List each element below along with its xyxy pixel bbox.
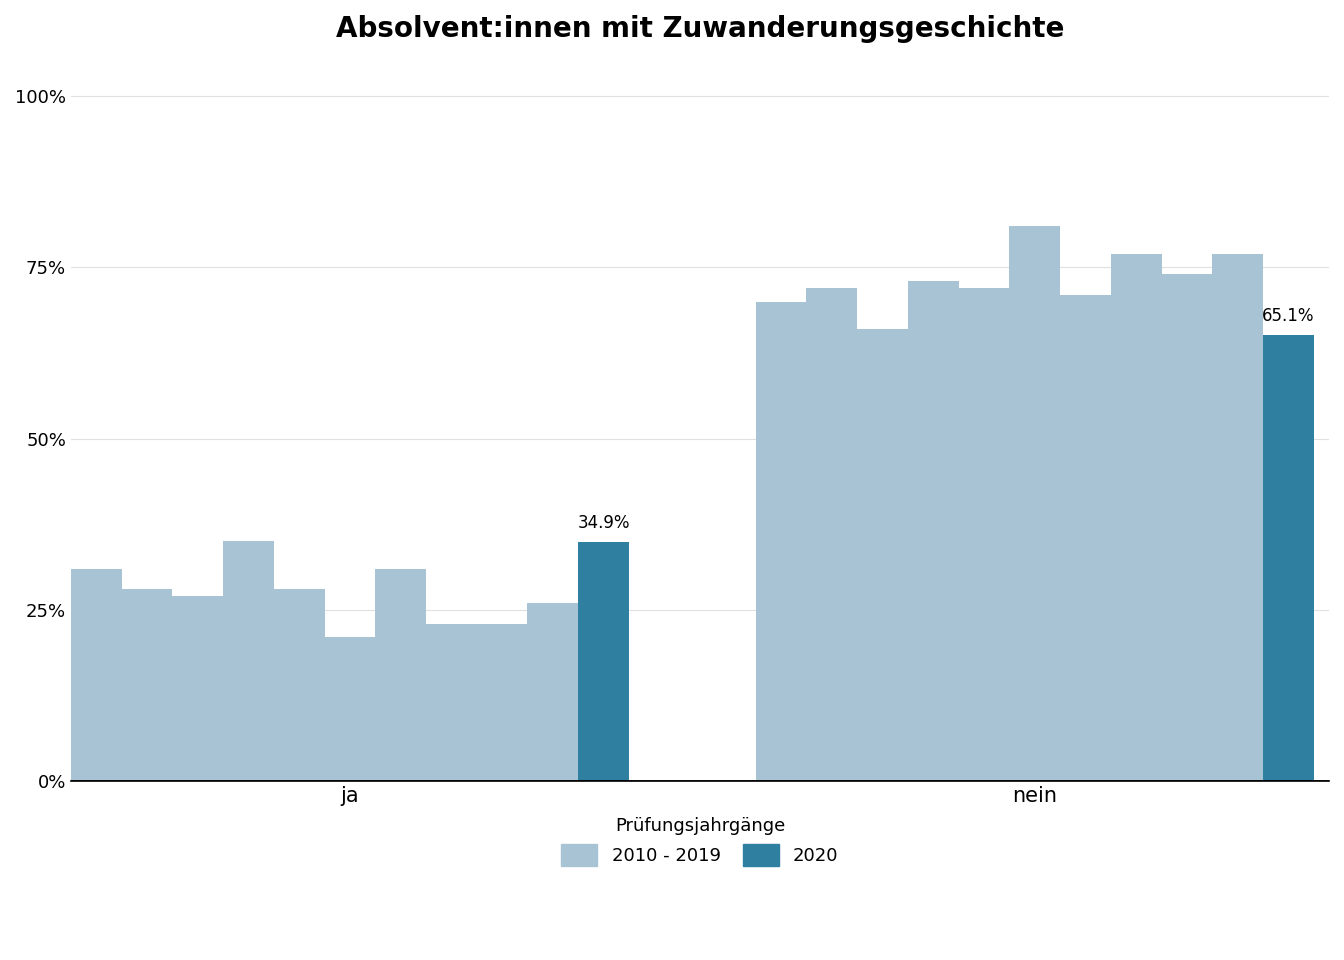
- Bar: [274, 589, 324, 781]
- Bar: [1009, 227, 1060, 781]
- Bar: [755, 301, 806, 781]
- Bar: [527, 603, 578, 781]
- Bar: [172, 596, 223, 781]
- Bar: [324, 637, 375, 781]
- Bar: [426, 624, 477, 781]
- Bar: [958, 288, 1009, 781]
- Bar: [857, 329, 909, 781]
- Bar: [121, 589, 172, 781]
- Text: 65.1%: 65.1%: [1262, 307, 1314, 325]
- Bar: [806, 288, 857, 781]
- Bar: [71, 569, 121, 781]
- Bar: [223, 541, 274, 781]
- Legend: 2010 - 2019, 2020: 2010 - 2019, 2020: [562, 817, 839, 866]
- Bar: [1060, 295, 1111, 781]
- Bar: [1161, 275, 1212, 781]
- Bar: [578, 542, 629, 781]
- Bar: [1263, 335, 1314, 781]
- Title: Absolvent:innen mit Zuwanderungsgeschichte: Absolvent:innen mit Zuwanderungsgeschich…: [336, 15, 1064, 43]
- Bar: [477, 624, 527, 781]
- Bar: [375, 569, 426, 781]
- Bar: [1111, 253, 1161, 781]
- Text: 34.9%: 34.9%: [578, 514, 630, 532]
- Bar: [909, 281, 958, 781]
- Bar: [1212, 253, 1263, 781]
